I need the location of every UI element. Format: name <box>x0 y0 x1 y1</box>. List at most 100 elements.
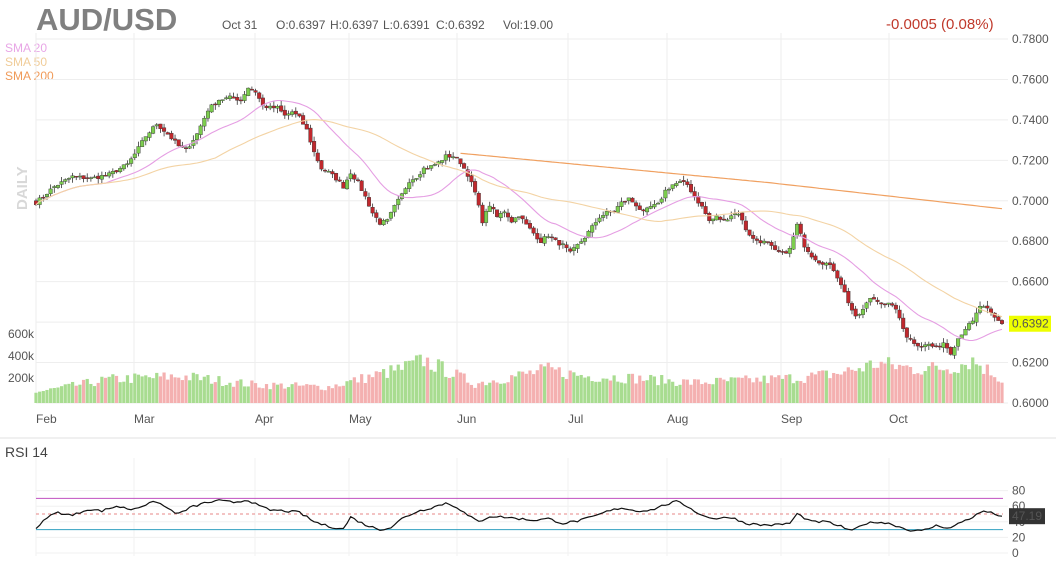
candle <box>359 180 364 191</box>
sma50-line <box>35 119 1003 318</box>
volume-bar <box>769 375 774 403</box>
candle <box>447 154 452 158</box>
volume-bar <box>213 382 217 403</box>
volume-bar <box>568 370 572 403</box>
volume-bar <box>418 354 422 403</box>
candle <box>304 124 309 130</box>
candle <box>242 94 247 101</box>
candle <box>937 345 942 348</box>
volume-bar <box>656 385 660 403</box>
candle <box>495 209 500 217</box>
month-label: Feb <box>36 412 57 426</box>
volume-bar <box>469 384 474 403</box>
low-readout: L:0.6391 <box>383 18 430 32</box>
volume-bar <box>916 373 920 403</box>
candle <box>648 206 653 209</box>
candle <box>879 302 884 305</box>
candle <box>634 202 639 207</box>
volume-bar <box>257 387 261 403</box>
candle <box>678 181 683 184</box>
candle <box>44 194 49 197</box>
volume-bar <box>385 377 389 403</box>
candle <box>575 243 580 249</box>
candle <box>231 96 236 99</box>
candle <box>985 305 990 309</box>
volume-bar <box>513 376 517 403</box>
candle <box>55 185 60 188</box>
candle <box>513 217 518 223</box>
sma200-line <box>460 152 1003 210</box>
volume-bar <box>374 371 378 403</box>
candle <box>63 179 68 182</box>
candle <box>798 223 803 234</box>
candle <box>88 177 93 179</box>
candle <box>732 213 737 215</box>
candle <box>981 306 986 308</box>
volume-bar <box>667 379 671 403</box>
chart-title: AUD/USD <box>36 2 178 37</box>
volume-bar <box>821 370 825 403</box>
candle <box>663 189 668 199</box>
candle <box>674 183 679 186</box>
volume-bar <box>590 381 594 403</box>
candle <box>293 110 298 115</box>
volume-bar <box>499 383 503 403</box>
volume-bar <box>488 382 492 403</box>
volume-bar <box>38 391 42 403</box>
candle <box>96 175 101 179</box>
volume-bar <box>100 376 104 403</box>
candles <box>34 86 1005 359</box>
volume-bar <box>206 375 210 403</box>
candle <box>597 217 602 222</box>
volume-bar <box>275 384 280 403</box>
volume-bar <box>744 375 748 403</box>
candle <box>136 146 141 154</box>
candle <box>780 251 785 253</box>
sma20-line <box>35 99 1003 342</box>
candle <box>546 236 551 238</box>
candle <box>839 277 844 286</box>
volume-bar <box>455 369 459 403</box>
volume-bar <box>392 370 397 403</box>
candle <box>875 299 880 302</box>
candle <box>754 238 759 241</box>
volume-bar <box>52 387 56 403</box>
candle <box>623 201 628 203</box>
candle <box>158 123 163 129</box>
candle <box>238 99 243 102</box>
candle <box>403 188 408 194</box>
volume-bar <box>345 381 349 403</box>
volume-bar <box>133 373 137 403</box>
candle <box>542 236 547 244</box>
last-price-label: 0.6392 <box>1012 317 1049 331</box>
volume-bar <box>440 361 444 403</box>
candle <box>828 262 833 265</box>
candle <box>114 170 119 173</box>
volume-bar <box>839 374 843 403</box>
volume-bar <box>883 363 887 403</box>
candle <box>703 206 708 215</box>
candle <box>282 109 287 116</box>
candle <box>429 165 434 169</box>
candle <box>904 327 909 338</box>
candle <box>249 88 254 91</box>
open-readout: O:0.6397 <box>276 18 326 32</box>
volume-bar <box>601 378 605 403</box>
volume-bar <box>674 385 678 403</box>
candle <box>707 213 712 221</box>
candle <box>963 329 968 336</box>
volume-bar <box>905 365 909 403</box>
candle <box>571 247 576 251</box>
candle <box>842 284 847 293</box>
candle <box>264 105 269 109</box>
price-tick-label: 0.7000 <box>1012 194 1049 208</box>
candle <box>641 209 646 212</box>
candle <box>385 219 390 222</box>
volume-bar <box>854 370 858 403</box>
volume-bar <box>371 377 375 403</box>
volume-bar <box>96 382 100 403</box>
legend-sma20: SMA 20 <box>5 41 48 55</box>
volume-bar <box>616 381 620 403</box>
volume-bar <box>780 378 785 403</box>
